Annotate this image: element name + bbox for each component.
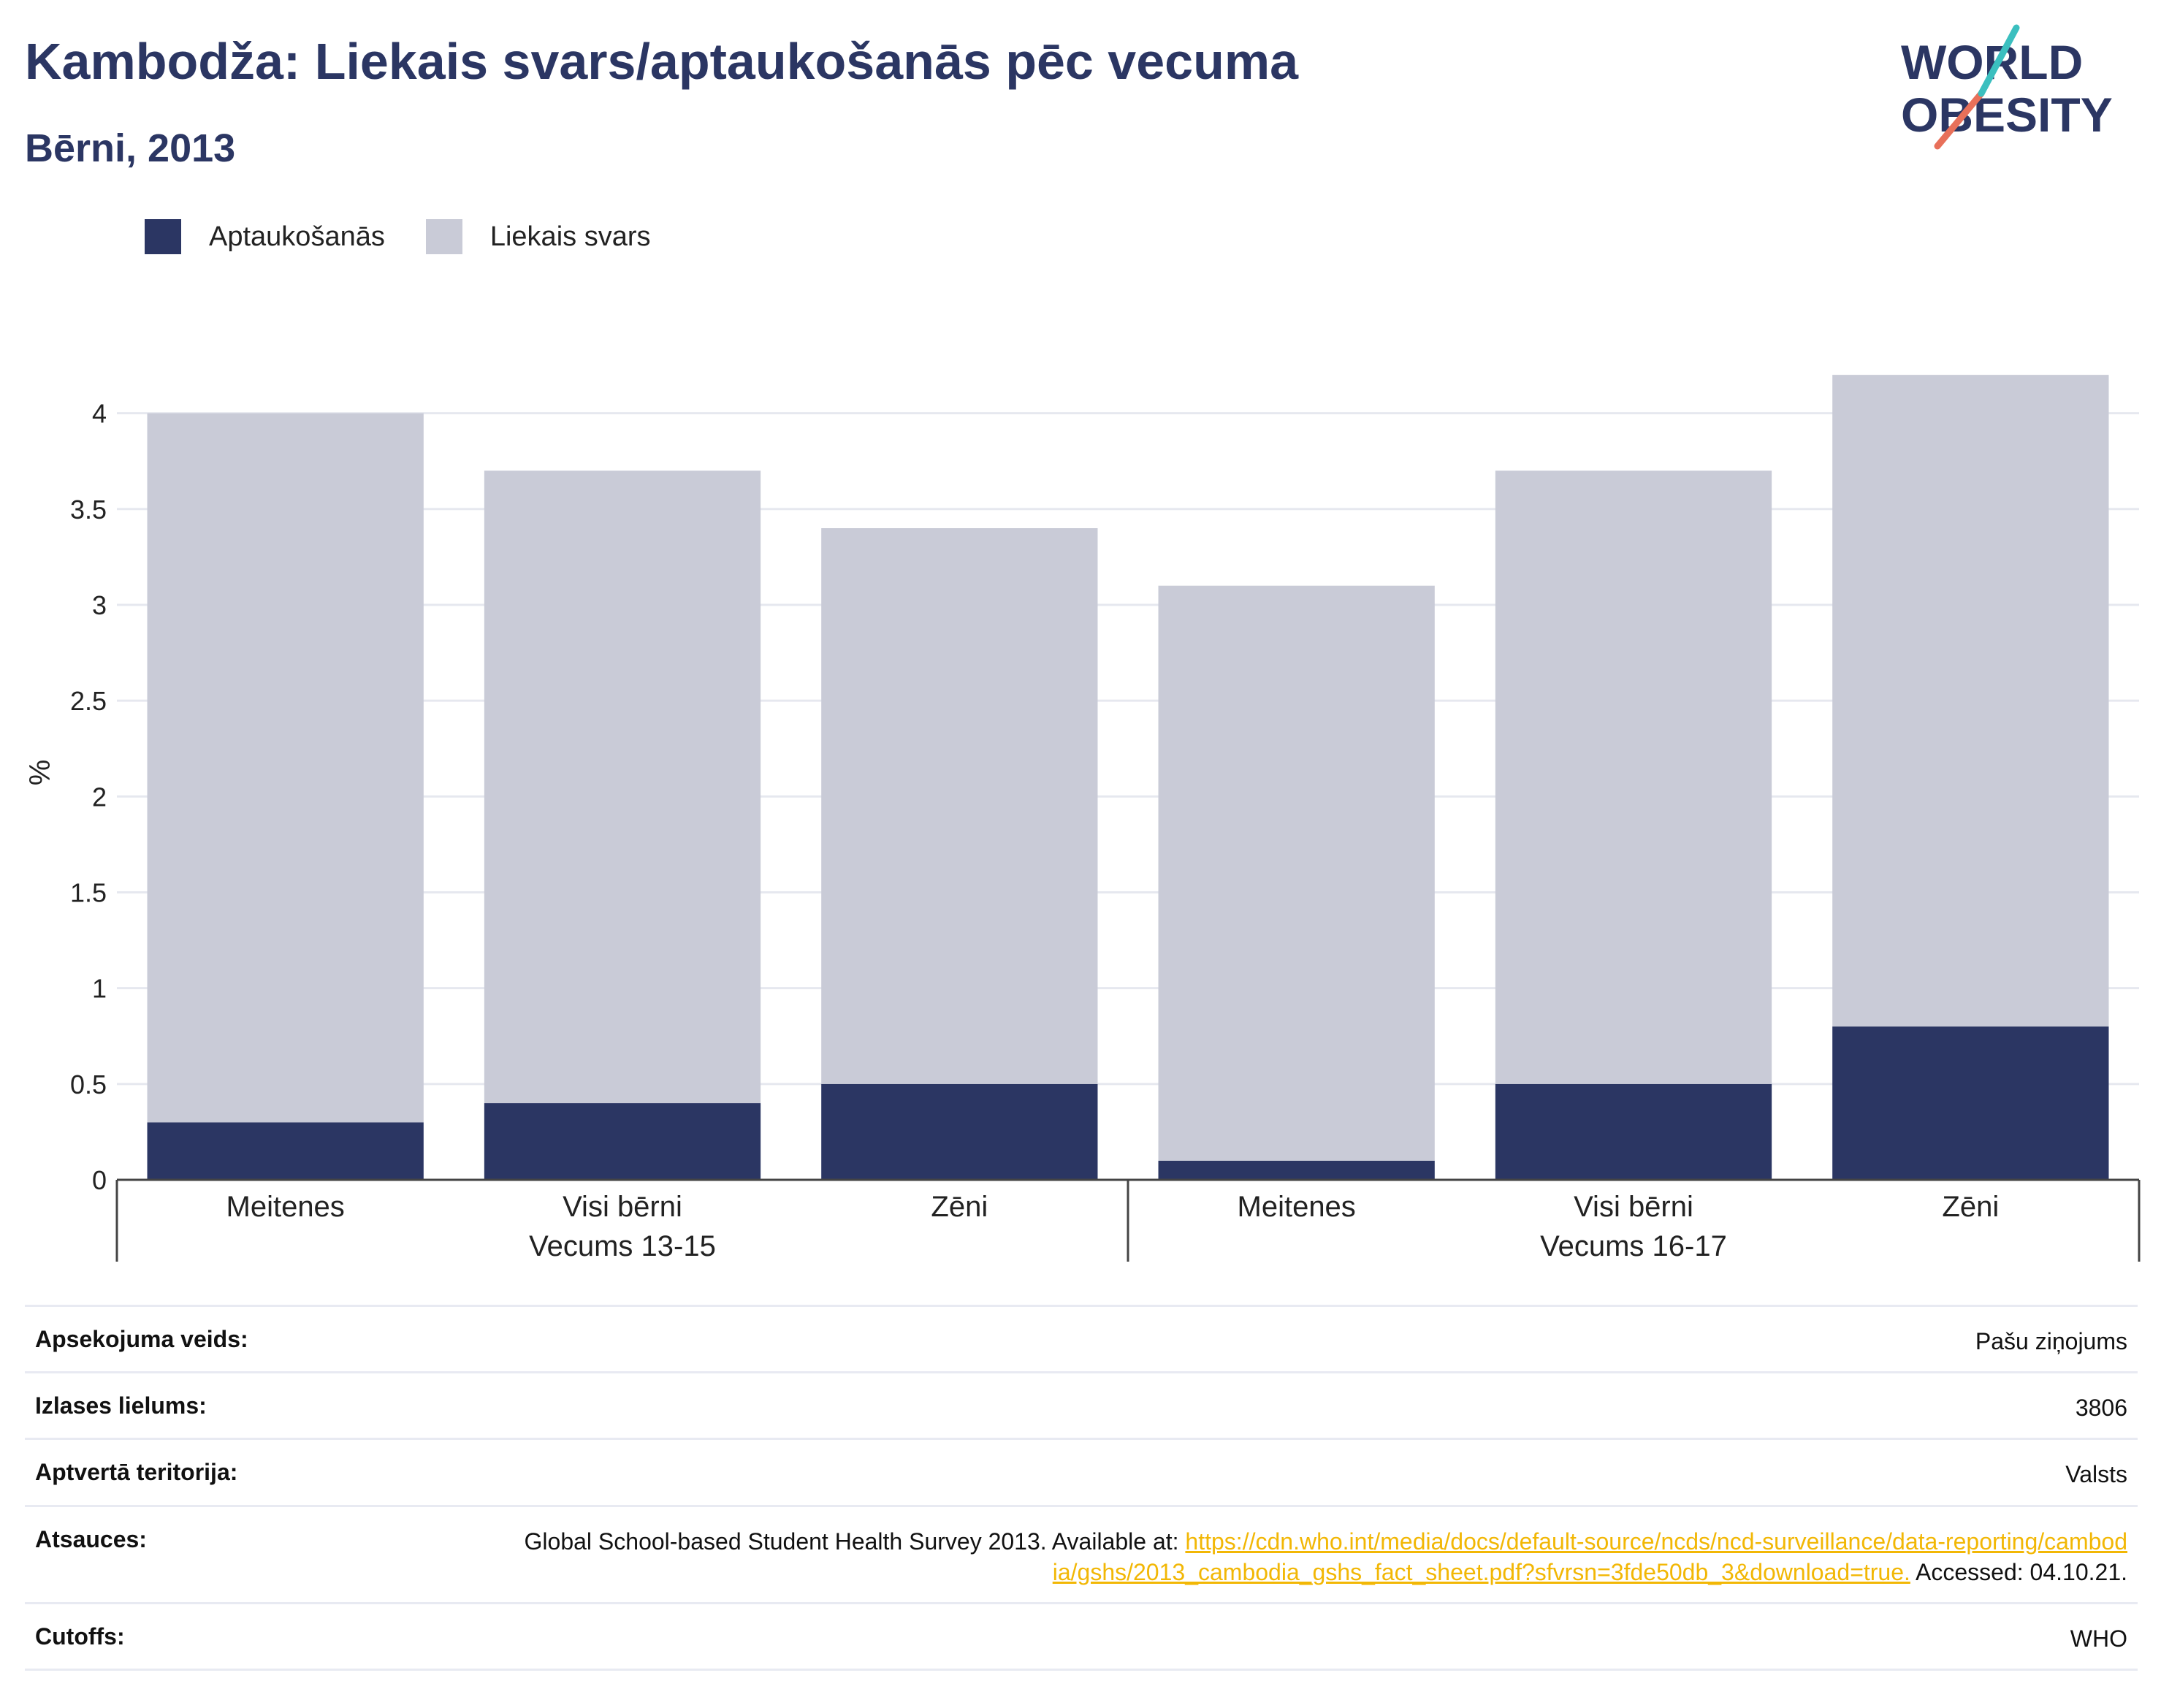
info-value: WHO	[2070, 1625, 2127, 1652]
group-label: Vecums 13-15	[529, 1230, 716, 1262]
info-value: Pašu ziņojums	[1975, 1328, 2127, 1354]
logo-slash-coral	[1934, 90, 1985, 150]
info-value: 3806	[2075, 1395, 2127, 1422]
bar-overweight	[821, 528, 1098, 1084]
legend-item-overweight[interactable]: Liekais svars	[425, 219, 651, 254]
survey-info-table: Apsekojuma veids: Pašu ziņojums Izlases …	[25, 1305, 2138, 1671]
reference-accessed: Accessed: 04.10.21.	[1910, 1558, 2127, 1585]
chart-title: Kambodža: Liekais svars/aptaukošanās pēc…	[25, 33, 1299, 90]
y-tick-label: 0.5	[70, 1070, 107, 1099]
y-tick-label: 0	[92, 1165, 107, 1195]
bar-obesity	[1495, 1083, 1772, 1180]
reference-link[interactable]: https://cdn.who.int/media/docs/default-s…	[1052, 1528, 2127, 1585]
bar-obesity	[1832, 1026, 2109, 1180]
bar-obesity	[821, 1083, 1098, 1180]
x-tick-label: Meitenes	[1238, 1191, 1356, 1223]
logo-slash-teal	[1978, 24, 2020, 97]
bar-overweight	[1495, 470, 1772, 1084]
y-tick-label: 1.5	[70, 877, 107, 907]
y-tick-label: 1	[92, 974, 107, 1004]
x-tick-label: Zēni	[931, 1191, 988, 1223]
info-row-survey-type: Apsekojuma veids: Pašu ziņojums	[25, 1305, 2138, 1371]
y-tick-label: 3	[92, 590, 107, 620]
y-tick-label: 4	[92, 399, 107, 429]
info-label: Aptvertā teritorija:	[35, 1459, 238, 1486]
info-label: Cutoffs:	[35, 1623, 125, 1650]
group-label: Vecums 16-17	[1540, 1230, 1727, 1262]
y-tick-label: 2.5	[70, 686, 107, 716]
bar-overweight	[1158, 585, 1435, 1161]
bar-overweight	[147, 413, 424, 1123]
info-label: Atsauces:	[35, 1525, 147, 1552]
bar-overweight	[484, 470, 761, 1104]
info-row-cutoffs: Cutoffs: WHO	[25, 1602, 2138, 1671]
bar-obesity	[147, 1122, 424, 1180]
y-tick-label: 3.5	[70, 495, 107, 525]
logo-line1: WORLD	[1901, 35, 2083, 89]
info-row-references: Atsauces: Global School-based Student He…	[25, 1504, 2138, 1602]
bar-chart: 0 0.5 1 1.5 2 2.5 3 3.5 4% Meitenes Visi bērni Zēni…	[24, 375, 2141, 1262]
x-tick-label: Visi bērni	[1574, 1191, 1693, 1223]
bar-obesity	[1158, 1160, 1435, 1180]
info-label: Apsekojuma veids:	[35, 1326, 248, 1352]
info-label: Izlases lielums:	[35, 1392, 207, 1419]
world-obesity-logo: WORLD OBESITY	[1901, 24, 2113, 150]
info-row-sample-size: Izlases lielums: 3806	[25, 1371, 2138, 1438]
y-tick-label: 2	[92, 782, 107, 812]
chart-subtitle: Bērni, 2013	[25, 126, 236, 170]
info-value-references: Global School-based Student Health Surve…	[520, 1526, 2127, 1587]
legend-label-overweight: Liekais svars	[489, 221, 651, 252]
reference-text: Global School-based Student Health Surve…	[524, 1528, 1186, 1555]
legend-item-obesity[interactable]: Aptaukošanās	[145, 219, 385, 254]
chart-legend: Aptaukošanās Liekais svars	[145, 218, 691, 256]
legend-label-obesity: Aptaukošanās	[209, 221, 385, 252]
x-tick-label: Zēni	[1942, 1191, 1999, 1223]
info-value: Valsts	[2065, 1461, 2127, 1488]
info-row-coverage: Aptvertā teritorija: Valsts	[25, 1438, 2138, 1504]
y-axis-label: %	[24, 760, 56, 786]
bar-overweight	[1832, 375, 2109, 1027]
logo-line2: OBESITY	[1901, 88, 2113, 142]
bar-obesity	[484, 1103, 761, 1180]
legend-swatch-overweight	[425, 219, 462, 254]
legend-swatch-obesity	[145, 219, 181, 254]
x-tick-label: Visi bērni	[563, 1191, 682, 1223]
x-tick-label: Meitenes	[226, 1191, 345, 1223]
